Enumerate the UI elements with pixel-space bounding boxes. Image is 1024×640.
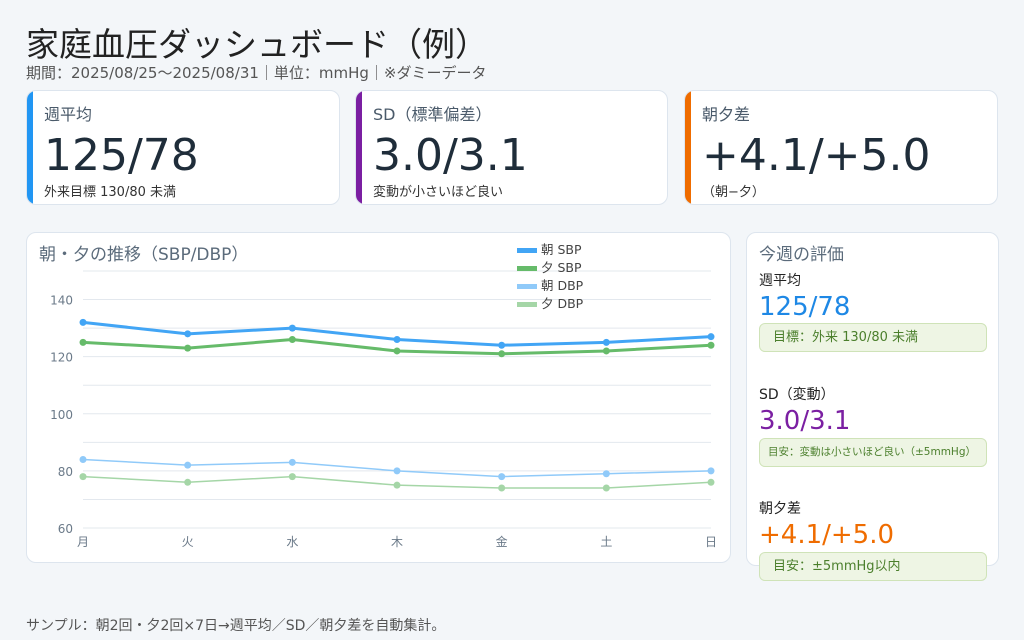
data-point <box>288 458 296 466</box>
y-tick-label: 80 <box>58 465 73 479</box>
legend-swatch <box>517 302 537 307</box>
kpi-value: 125/78 <box>44 130 199 181</box>
eval-value: 125/78 <box>759 292 851 322</box>
data-point <box>79 318 87 326</box>
x-tick-label: 金 <box>496 534 508 549</box>
data-point <box>498 473 506 481</box>
eval-badge: 目標：外来 130/80 未満 <box>759 323 987 352</box>
x-tick-label: 火 <box>182 535 194 549</box>
evaluation-card: 今週の評価 週平均 125/78 目標：外来 130/80 未満 SD（変動） … <box>746 232 999 581</box>
legend-label: 夕 SBP <box>541 260 582 275</box>
data-point <box>393 467 401 475</box>
eval-badge: 目安：変動は小さいほど良い（±5mmHg） <box>759 438 987 467</box>
data-point <box>602 347 610 355</box>
data-point <box>393 336 401 344</box>
data-point <box>498 341 506 349</box>
y-tick-label: 60 <box>58 522 73 536</box>
eval-label: 週平均 <box>759 273 801 289</box>
data-point <box>288 336 296 344</box>
kpi-value: 3.0/3.1 <box>373 130 528 181</box>
kpi-label: SD（標準偏差） <box>373 105 492 124</box>
x-tick-label: 土 <box>600 535 612 549</box>
x-tick-label: 木 <box>391 535 403 549</box>
trend-chart-card: 朝・夕の推移（SBP/DBP） 60 80 100 120 140 月 火 水 木 金 土 日 朝 S… <box>26 232 731 563</box>
accent-bar <box>685 91 691 204</box>
data-point <box>498 484 506 492</box>
chart-title: 朝・夕の推移（SBP/DBP） <box>39 245 249 265</box>
legend-swatch <box>517 266 537 271</box>
legend-item: 朝 SBP <box>517 242 582 258</box>
kpi-card-sd: SD（標準偏差） 3.0/3.1 変動が小さいほど良い <box>355 90 668 205</box>
data-point <box>707 333 715 341</box>
legend-label: 夕 DBP <box>541 296 584 311</box>
footer-note: サンプル：朝2回・夕2回×7日→週平均／SD／朝夕差を自動集計。 <box>26 618 446 634</box>
kpi-card-weekly-average: 週平均 125/78 外来目標 130/80 未満 <box>26 90 340 205</box>
legend-swatch <box>517 284 537 289</box>
legend-item: 夕 SBP <box>517 260 582 276</box>
data-point <box>602 484 610 492</box>
kpi-card-morning-evening-diff: 朝夕差 +4.1/+5.0 （朝−夕） <box>684 90 998 205</box>
data-point <box>393 481 401 489</box>
data-point <box>288 473 296 481</box>
data-point <box>602 470 610 478</box>
x-tick-label: 水 <box>286 535 298 549</box>
kpi-note: 変動が小さいほど良い <box>373 185 504 200</box>
kpi-label: 朝夕差 <box>702 105 751 124</box>
eval-value: +4.1/+5.0 <box>759 520 895 550</box>
data-point <box>79 473 87 481</box>
x-tick-label: 月 <box>77 535 89 549</box>
data-point <box>602 338 610 346</box>
y-tick-label: 140 <box>50 294 73 308</box>
data-point <box>184 461 192 469</box>
eval-badge: 目安：±5mmHg以内 <box>759 552 987 581</box>
legend-label: 朝 DBP <box>541 278 584 293</box>
data-point <box>184 330 192 338</box>
legend-item: 朝 DBP <box>517 278 583 294</box>
accent-bar <box>356 91 362 204</box>
data-point <box>184 478 192 486</box>
legend-item: 夕 DBP <box>517 296 583 312</box>
kpi-label: 週平均 <box>44 105 93 124</box>
accent-bar <box>27 91 33 204</box>
eval-label: 朝夕差 <box>759 501 801 517</box>
y-tick-label: 120 <box>50 351 73 365</box>
data-point <box>707 467 715 475</box>
x-tick-label: 日 <box>705 535 717 549</box>
data-point <box>288 324 296 332</box>
evaluation-title: 今週の評価 <box>759 245 844 265</box>
data-point <box>79 455 87 463</box>
data-point <box>498 350 506 358</box>
data-point <box>79 338 87 346</box>
page-subtitle: 期間：2025/08/25〜2025/08/31｜単位：mmHg｜※ダミーデータ <box>26 64 487 82</box>
legend-swatch <box>517 248 537 253</box>
eval-label: SD（変動） <box>759 387 835 403</box>
kpi-note: 外来目標 130/80 未満 <box>44 185 176 200</box>
eval-value: 3.0/3.1 <box>759 406 851 436</box>
data-point <box>393 347 401 355</box>
kpi-note: （朝−夕） <box>702 185 765 200</box>
y-tick-label: 100 <box>50 408 73 422</box>
page-title: 家庭血圧ダッシュボード（例） <box>26 25 488 64</box>
kpi-value: +4.1/+5.0 <box>702 130 931 181</box>
data-point <box>707 341 715 349</box>
trend-chart: 60 80 100 120 140 月 火 水 木 金 土 日 <box>50 270 717 549</box>
legend-label: 朝 SBP <box>541 242 582 257</box>
data-point <box>707 478 715 486</box>
data-point <box>184 344 192 352</box>
